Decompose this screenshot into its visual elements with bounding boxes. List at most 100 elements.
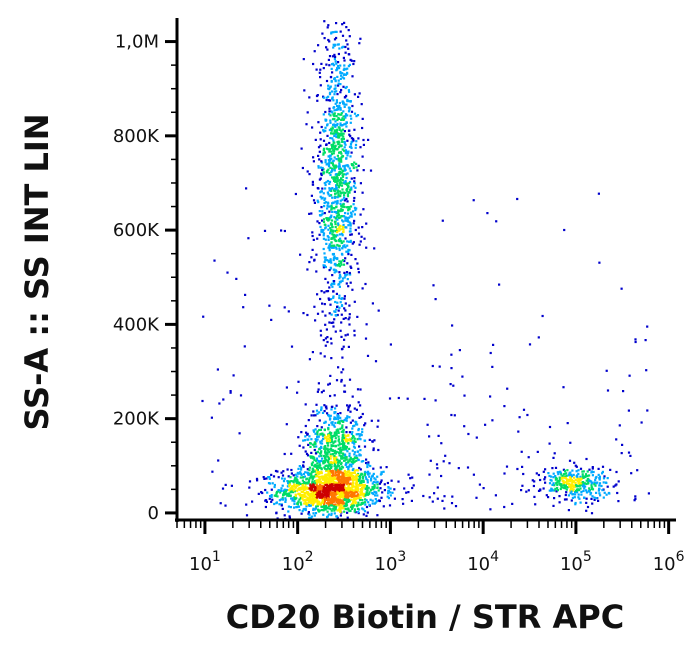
data-point <box>593 496 596 499</box>
data-point <box>558 501 561 504</box>
data-point <box>338 481 341 484</box>
data-point <box>442 460 445 463</box>
data-point <box>279 491 282 494</box>
data-point <box>321 231 324 234</box>
data-point <box>489 395 492 398</box>
data-point <box>332 230 335 233</box>
data-point <box>325 217 328 220</box>
data-point <box>584 482 587 485</box>
data-point <box>333 411 336 414</box>
data-point <box>345 478 349 481</box>
data-point <box>334 486 338 490</box>
data-point <box>354 143 358 146</box>
data-point <box>251 500 254 503</box>
data-point <box>318 158 321 161</box>
data-point <box>348 378 352 381</box>
data-point <box>293 500 296 503</box>
data-point <box>293 488 296 491</box>
data-point <box>372 448 375 452</box>
data-point <box>453 414 456 417</box>
data-point <box>328 194 331 197</box>
data-point <box>326 440 330 443</box>
data-point <box>387 497 390 500</box>
data-point <box>345 417 349 420</box>
data-point <box>328 312 331 315</box>
data-point <box>330 488 333 491</box>
data-point <box>323 466 326 469</box>
data-point <box>472 473 475 476</box>
data-point <box>565 472 568 475</box>
data-point <box>634 340 637 344</box>
data-point <box>336 176 339 179</box>
data-point <box>544 476 547 479</box>
data-point <box>315 475 318 478</box>
data-point <box>343 498 346 501</box>
data-point <box>287 481 290 485</box>
data-point <box>342 240 345 243</box>
data-point <box>338 263 341 266</box>
data-point <box>337 478 340 481</box>
data-point <box>330 153 334 156</box>
data-point <box>313 445 316 448</box>
data-point <box>349 421 352 424</box>
data-point <box>441 219 444 222</box>
data-point <box>331 479 335 482</box>
data-point <box>329 374 332 377</box>
data-point <box>354 498 357 501</box>
data-point <box>563 484 566 487</box>
data-point <box>330 150 333 153</box>
data-point <box>336 498 339 501</box>
data-point <box>571 469 574 472</box>
data-point <box>343 271 346 274</box>
data-point <box>356 493 360 496</box>
data-point <box>300 487 303 491</box>
data-point <box>365 505 369 509</box>
data-point <box>340 371 343 374</box>
data-point <box>334 300 337 304</box>
data-point <box>335 432 338 435</box>
data-point <box>645 369 648 372</box>
data-point <box>357 483 360 486</box>
data-point <box>330 237 333 240</box>
data-point <box>332 505 335 508</box>
data-point <box>503 405 506 408</box>
data-point <box>300 512 303 515</box>
data-point <box>330 342 333 345</box>
data-point <box>296 505 299 509</box>
data-point <box>319 490 322 493</box>
data-point <box>518 416 521 419</box>
data-point <box>327 24 330 27</box>
data-point <box>343 196 346 199</box>
data-point <box>329 119 332 122</box>
y-tick-label: 800K <box>113 126 160 147</box>
data-point <box>316 462 319 465</box>
data-point <box>342 165 345 168</box>
data-point <box>336 257 339 260</box>
data-point <box>334 30 337 33</box>
data-point <box>338 273 342 276</box>
data-point <box>323 264 326 267</box>
data-point <box>349 233 352 236</box>
data-point <box>378 499 381 503</box>
data-point <box>434 399 437 402</box>
data-point <box>598 478 601 481</box>
data-point <box>338 277 341 280</box>
data-point <box>297 472 300 475</box>
data-point <box>324 265 327 269</box>
data-point <box>337 489 340 492</box>
data-point <box>327 99 330 102</box>
data-point <box>326 290 330 293</box>
data-point <box>591 502 594 505</box>
data-point <box>353 180 356 183</box>
data-point <box>315 270 318 273</box>
data-point <box>341 439 344 442</box>
data-point <box>361 287 364 290</box>
data-point <box>341 148 344 151</box>
data-point <box>327 58 330 61</box>
data-point <box>331 285 334 288</box>
data-point <box>336 264 340 267</box>
data-point <box>560 485 563 488</box>
data-point <box>350 463 353 466</box>
data-point <box>344 479 347 482</box>
data-point <box>351 488 354 491</box>
